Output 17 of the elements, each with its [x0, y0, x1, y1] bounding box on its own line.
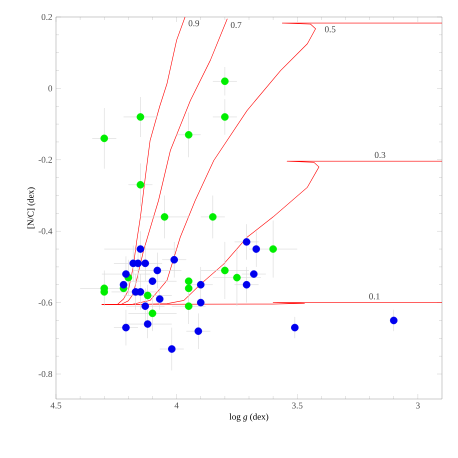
y-tick-label: 0 — [48, 85, 52, 92]
y-tick-label: -0.8 — [38, 370, 52, 378]
x-tick-label: 4 — [174, 402, 179, 408]
y-axis-title: [N/C] (dex) — [27, 187, 36, 228]
y-tick-label: -0.4 — [38, 228, 52, 234]
series-label: 0.5 — [324, 26, 336, 32]
y-tick-label: 0.2 — [42, 14, 52, 20]
series-label: 0.1 — [369, 293, 380, 300]
x-tick-label: 4.5 — [50, 402, 62, 409]
y-tick-label: -0.2 — [38, 156, 52, 163]
x-tick-label: 3.5 — [292, 402, 303, 409]
x-tick-label: 3 — [416, 402, 420, 409]
y-tick-label: -0.6 — [38, 300, 52, 306]
series-label: 0.9 — [188, 20, 200, 26]
series-label: 0.3 — [374, 152, 386, 158]
series-label: 0.7 — [230, 22, 242, 28]
x-axis-title: log g (dex) — [229, 413, 268, 422]
